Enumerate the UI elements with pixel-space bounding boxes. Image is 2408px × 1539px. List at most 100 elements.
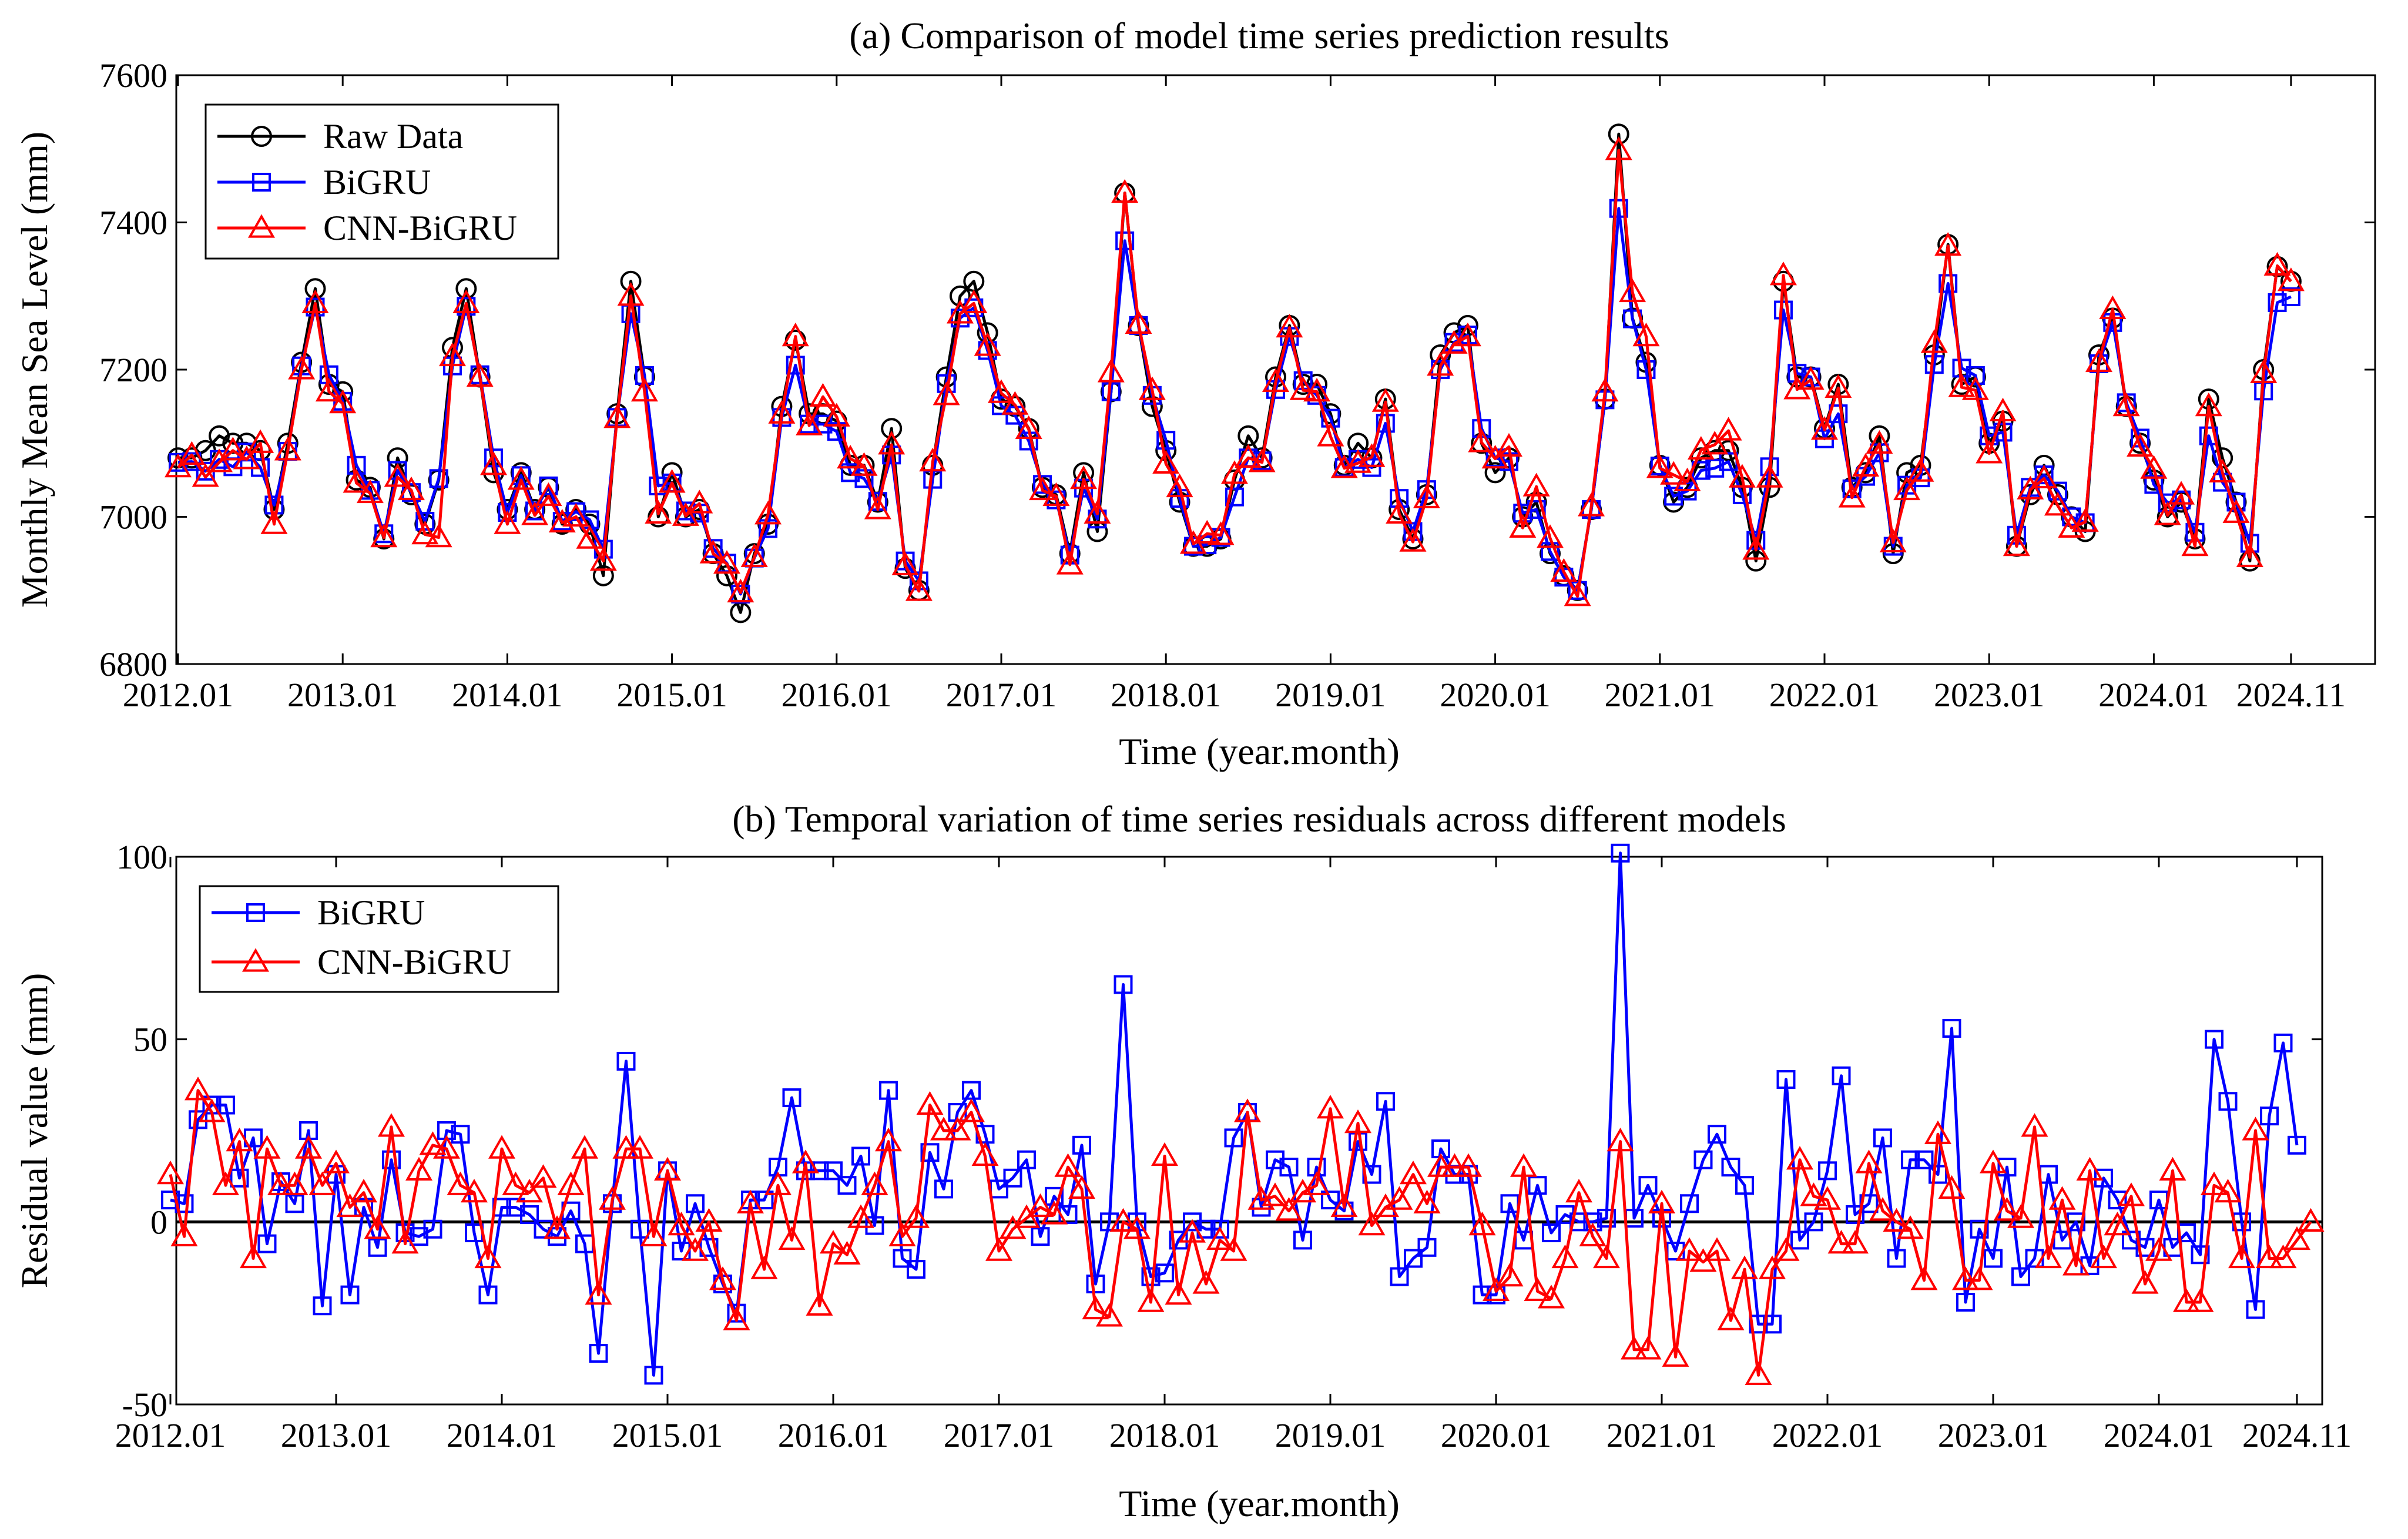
data-point xyxy=(654,1156,681,1181)
data-point xyxy=(1248,448,1276,472)
data-point xyxy=(308,1171,336,1195)
data-point xyxy=(888,1222,916,1246)
data-point xyxy=(2099,295,2127,319)
data-point xyxy=(2071,508,2099,532)
data-point xyxy=(1275,1197,1303,1221)
data-point xyxy=(2181,532,2209,556)
x-tick-label: 2019.01 xyxy=(1275,1416,1386,1454)
data-point xyxy=(1224,1128,1243,1148)
series-cnn-bigru xyxy=(157,1077,2325,1385)
data-point xyxy=(529,1164,557,1188)
legend-marker xyxy=(248,214,275,238)
panel-a-legend: Raw Data BiGRU CNN-BiGRU xyxy=(204,103,559,260)
data-point xyxy=(2297,1208,2325,1232)
data-point xyxy=(1372,1193,1399,1218)
data-point xyxy=(1749,1315,1768,1334)
data-point xyxy=(439,342,466,367)
data-point xyxy=(461,1179,488,1203)
data-point xyxy=(1980,1149,2007,1173)
x-tick-label: 2020.01 xyxy=(1441,1416,1552,1454)
data-point xyxy=(157,1160,184,1185)
legend-label: CNN-BiGRU xyxy=(323,209,517,247)
data-point xyxy=(170,1222,198,1246)
data-point xyxy=(1413,484,1440,508)
data-point xyxy=(1033,475,1052,494)
data-point xyxy=(1869,1197,1896,1221)
data-point xyxy=(2173,1288,2200,1312)
data-point xyxy=(1084,499,1111,524)
legend-item: BiGRU xyxy=(212,893,425,932)
data-point xyxy=(713,550,740,574)
data-point xyxy=(1632,323,1660,347)
data-point xyxy=(2131,1270,2159,1294)
data-point xyxy=(1001,391,1029,415)
y-tick-label: 7400 xyxy=(99,204,167,242)
data-point xyxy=(649,476,668,495)
data-point xyxy=(1468,1211,1496,1236)
y-tick-label: 100 xyxy=(116,838,167,876)
panel-a-x-ticks: 2012.01 2013.01 2014.01 2015.01 2016.01 2017.… xyxy=(123,75,2346,714)
data-point xyxy=(1772,1237,1800,1261)
panel-a-title: (a) Comparison of model time series pred… xyxy=(849,15,1669,56)
data-point xyxy=(1846,1205,1864,1224)
data-point xyxy=(516,1179,543,1203)
data-point xyxy=(1440,330,1468,354)
data-point xyxy=(1358,1211,1386,1236)
data-point xyxy=(1303,377,1331,402)
data-point xyxy=(535,482,562,507)
data-point xyxy=(1769,261,1797,286)
data-point xyxy=(875,1128,902,1152)
data-point xyxy=(2159,1156,2186,1181)
legend-label: CNN-BiGRU xyxy=(317,943,511,981)
data-point xyxy=(2118,1182,2145,1206)
data-point xyxy=(630,1219,649,1239)
data-point xyxy=(1578,492,1605,517)
data-point xyxy=(974,332,1001,356)
data-point xyxy=(198,1098,226,1122)
data-point xyxy=(1192,1270,1220,1294)
data-point xyxy=(1952,1266,1979,1290)
data-point xyxy=(1825,374,1852,398)
data-point xyxy=(295,1135,322,1159)
x-tick-label: 2014.01 xyxy=(452,676,563,714)
legend-marker xyxy=(252,173,271,192)
data-point xyxy=(480,451,508,475)
y-tick-label: 6800 xyxy=(99,645,167,683)
data-point xyxy=(1027,1193,1054,1218)
data-point xyxy=(1262,1182,1289,1206)
data-point xyxy=(2090,1244,2117,1269)
y-tick-label: 7600 xyxy=(99,56,167,95)
data-point xyxy=(644,1366,663,1385)
legend-marker xyxy=(246,903,265,922)
x-tick-label: 2013.01 xyxy=(287,676,398,714)
data-point xyxy=(429,469,448,488)
data-point xyxy=(452,289,480,313)
data-point xyxy=(329,390,357,414)
data-point xyxy=(658,469,686,493)
data-point xyxy=(1800,1182,1827,1206)
data-point xyxy=(2222,499,2250,523)
data-point xyxy=(1538,1285,1565,1309)
data-point xyxy=(903,1204,930,1228)
data-point xyxy=(1386,1186,1413,1210)
data-point xyxy=(589,547,617,571)
x-tick-label: 2022.01 xyxy=(1772,1416,1883,1454)
data-point xyxy=(336,1193,364,1218)
data-point xyxy=(219,437,247,461)
data-point xyxy=(433,1135,460,1159)
data-point xyxy=(1524,1277,1551,1302)
data-point xyxy=(1376,414,1395,433)
series-cnn-bigru xyxy=(165,136,2305,606)
data-point xyxy=(1386,499,1413,524)
data-point xyxy=(2186,1288,2214,1312)
data-point xyxy=(1082,1295,1109,1320)
data-point xyxy=(1608,123,1629,145)
panel-b-y-axis-label: Residual value (mm) xyxy=(14,973,55,1289)
x-tick-label: 2015.01 xyxy=(616,676,727,714)
data-point xyxy=(2281,287,2300,307)
data-point xyxy=(1125,310,1152,334)
legend-marker xyxy=(251,126,272,147)
data-point xyxy=(1619,278,1646,303)
data-point xyxy=(370,523,398,548)
data-point xyxy=(1883,1208,1910,1232)
